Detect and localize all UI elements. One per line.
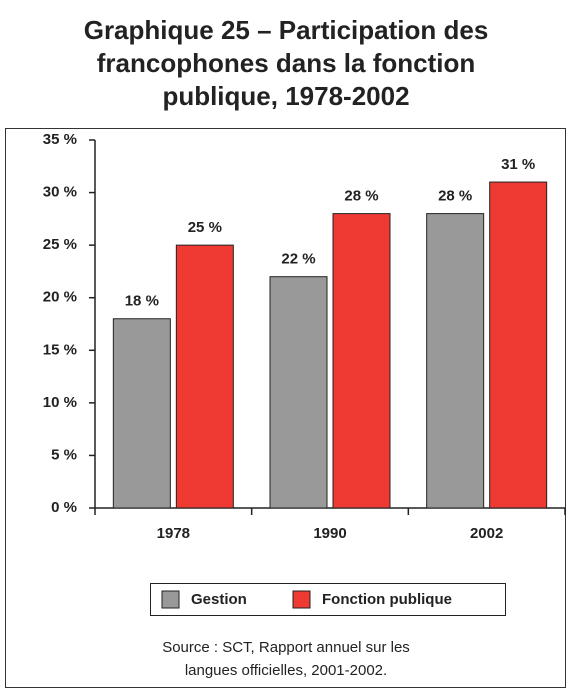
chart-title: Graphique 25 – Participation des francop… [83,15,489,111]
x-tick-label: 1990 [313,525,346,542]
legend-label: Gestion [191,591,247,608]
y-tick-label: 15 % [43,341,77,358]
bar [175,244,234,509]
value-label: 22 % [281,251,315,268]
legend-label: Fonction publique [322,591,452,608]
value-label: 28 % [344,188,378,205]
bar [112,318,171,509]
y-tick-label: 20 % [43,289,77,306]
legend-swatch [292,590,311,609]
source-note: Source : SCT, Rapport annuel sur les lan… [162,639,410,679]
value-label: 25 % [188,219,222,236]
bar [332,213,391,509]
x-tick-label: 2002 [470,525,503,542]
value-label: 28 % [438,188,472,205]
legend-box [150,583,506,616]
y-tick-label: 5 % [51,446,77,463]
value-label: 31 % [501,156,535,173]
y-tick-label: 30 % [43,184,77,201]
y-tick-label: 35 % [43,131,77,148]
y-tick-label: 0 % [51,499,77,516]
y-tick-label: 25 % [43,236,77,253]
y-tick-label: 10 % [43,394,77,411]
bar [426,213,485,509]
frame [5,128,566,688]
bar [269,276,328,509]
legend-swatch [161,590,180,609]
bar [489,181,548,509]
x-tick-label: 1978 [157,525,190,542]
value-label: 18 % [125,293,159,310]
